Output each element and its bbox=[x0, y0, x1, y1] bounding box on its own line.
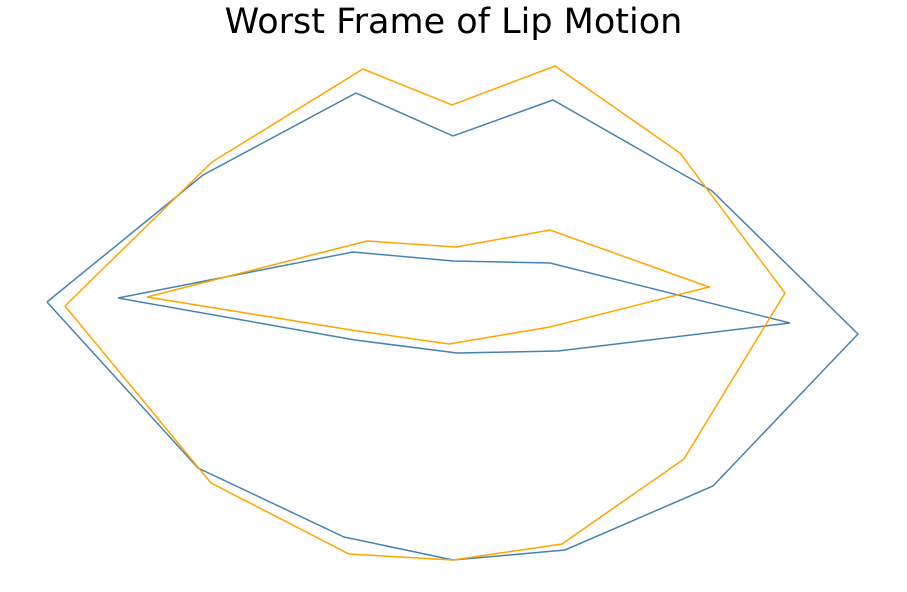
series-2-inner-lip-line bbox=[146, 229, 712, 345]
series-1-inner-lip-line bbox=[117, 251, 791, 354]
series-1-outer-lip-line bbox=[46, 92, 860, 561]
chart-title: Worst Frame of Lip Motion bbox=[224, 2, 683, 42]
plot-area bbox=[46, 65, 860, 561]
series-2-outer-lip-line bbox=[64, 65, 786, 561]
